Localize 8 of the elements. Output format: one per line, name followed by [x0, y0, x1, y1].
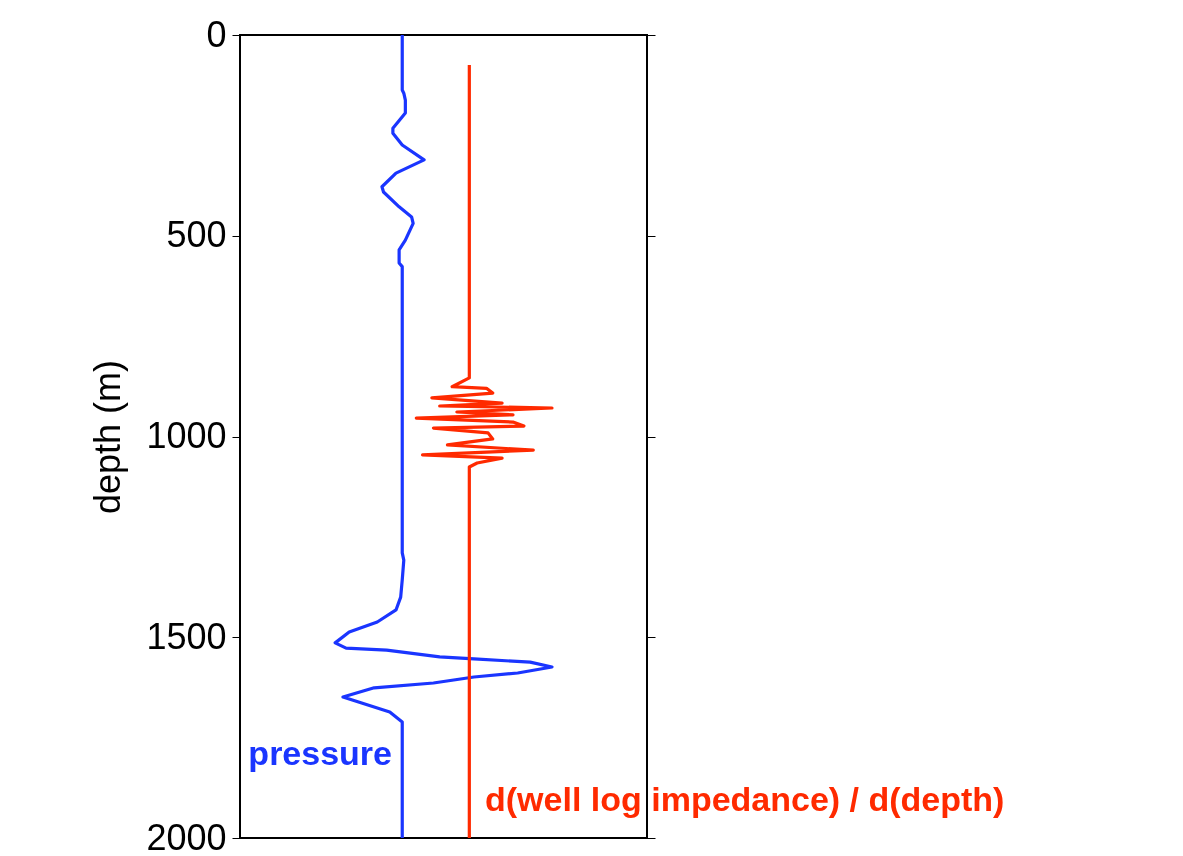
- y-tick-label: 0: [206, 13, 227, 55]
- y-tick-label: 2000: [146, 816, 227, 856]
- y-tick-label: 1000: [146, 415, 227, 456]
- y-tick-label: 500: [166, 214, 227, 256]
- series-label: d(well log impedance) / d(depth): [485, 780, 1005, 818]
- y-axis-title: depth (m): [87, 359, 129, 515]
- series-label: pressure: [248, 734, 392, 772]
- y-tick-label: 1500: [146, 615, 227, 657]
